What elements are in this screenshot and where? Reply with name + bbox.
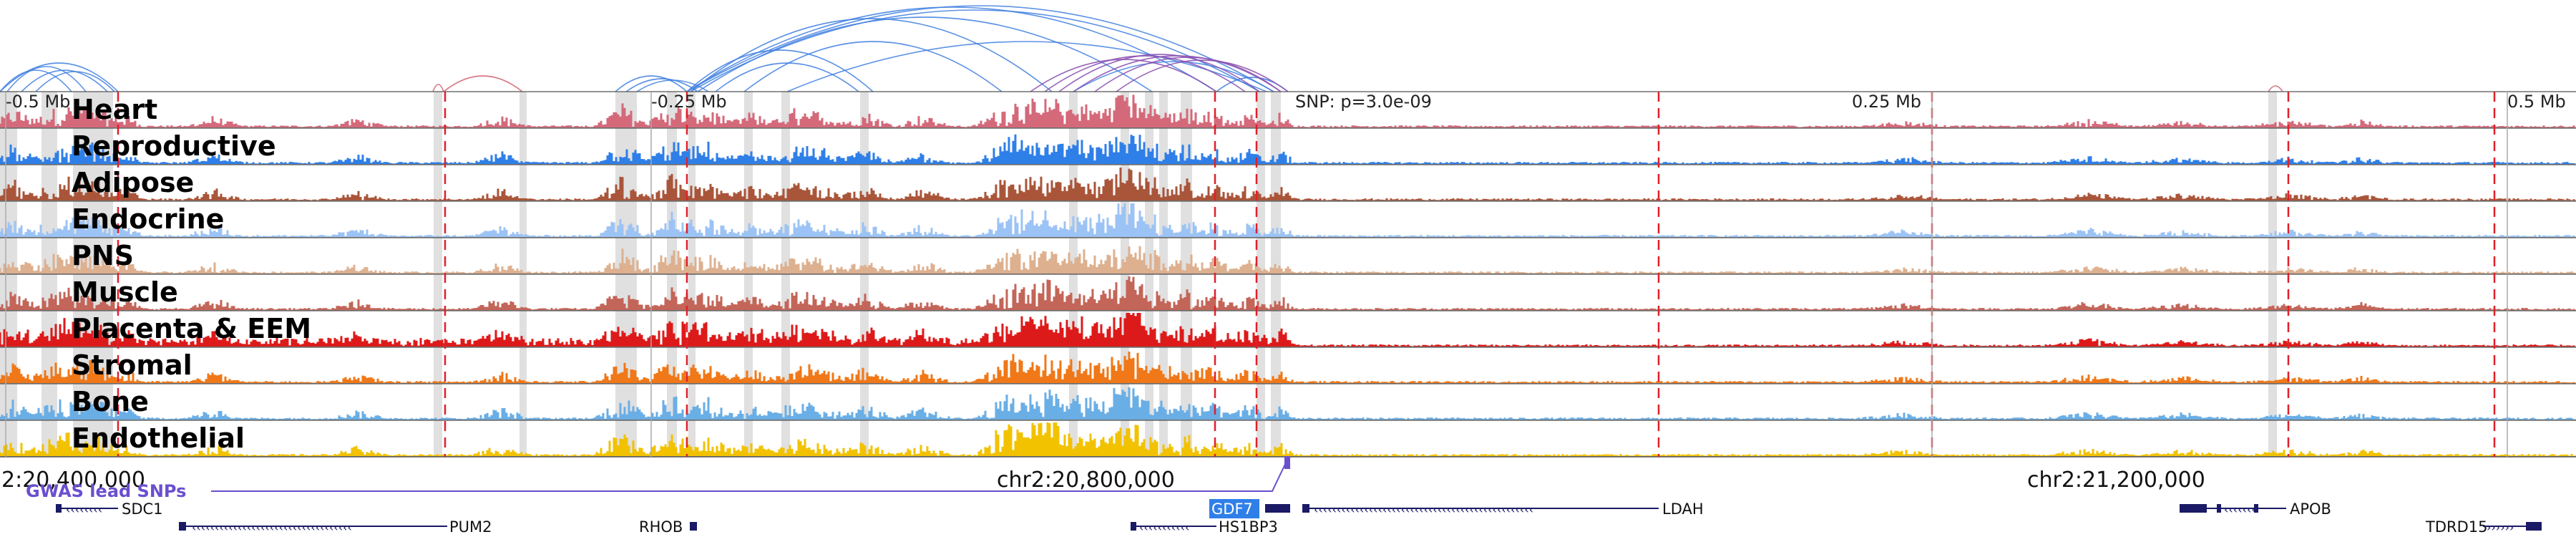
gene-exon-apob-3 (2254, 504, 2258, 513)
loop-arc-3 (35, 71, 115, 92)
signal-peaks-1 (0, 134, 2575, 164)
chromatin-loop-arcs (0, 5, 2283, 92)
gwas-lead-snps: GWAS lead SNPs (26, 456, 1290, 501)
gene-exon-sdc1 (56, 504, 62, 513)
signal-track-1 (0, 127, 2576, 165)
signal-track-8 (0, 383, 2576, 420)
track-label-endocrine: Endocrine (72, 203, 224, 235)
coord-label-center: chr2:20,800,000 (997, 468, 1175, 493)
gene-strand-tdrd15: ›››››› (2487, 521, 2514, 534)
track-label-heart: Heart (72, 94, 157, 125)
loop-arc-27 (2268, 85, 2283, 92)
signal-peaks-5 (0, 276, 2575, 310)
loop-arc-14 (690, 9, 1260, 92)
loop-arc-25 (1094, 57, 1282, 92)
gene-exon-rhob (690, 522, 697, 531)
gene-label-apob: APOB (2290, 500, 2331, 518)
loop-arc-7 (615, 75, 688, 92)
loop-arc-18 (786, 41, 1267, 92)
track-labels: Heart Reproductive Adipose Endocrine PNS… (72, 94, 311, 454)
gene-strand-ldah: ‹‹‹‹‹‹‹‹‹‹‹‹‹‹‹‹‹‹‹‹‹‹‹‹‹‹‹‹‹‹‹‹‹‹‹‹‹‹‹‹… (1314, 503, 1533, 516)
scale-label-minus-0-5: -0.5 Mb (6, 92, 70, 112)
gwas-connector-line (211, 458, 1289, 492)
gene-highlight-gdf7 (1209, 499, 1259, 518)
gene-annotation-track: ‹‹‹‹‹‹‹‹ SDC1 ‹‹‹‹‹‹‹‹‹‹‹‹‹‹‹‹‹‹‹‹‹‹‹‹‹‹… (56, 499, 2542, 536)
loop-arc-15 (697, 16, 1153, 92)
signal-peaks-6 (0, 313, 2575, 347)
loop-arc-16 (715, 62, 859, 92)
gene-exon-hs1bp3 (1131, 522, 1136, 531)
gene-exon-pum2 (179, 522, 186, 531)
gwas-lead-snps-label: GWAS lead SNPs (26, 481, 186, 501)
gene-strand-hs1bp3: ‹‹‹‹‹‹‹‹‹‹‹ (1139, 521, 1189, 534)
coord-label-left: 2:20,400,000 (1, 468, 145, 493)
signal-peaks-7 (0, 352, 2575, 383)
signal-track-5 (0, 274, 2576, 311)
loop-arc-5 (432, 84, 444, 92)
loop-arc-1 (6, 66, 87, 92)
track-label-stromal: Stromal (72, 349, 192, 381)
signal-track-2 (0, 164, 2576, 201)
loop-arc-22 (1044, 55, 1246, 92)
loop-arc-11 (690, 18, 1053, 92)
track-label-pns: PNS (72, 240, 134, 271)
signal-peaks-9 (0, 422, 2575, 456)
signal-track-9 (0, 420, 2576, 457)
scale-label-minus-0-25: -0.25 Mb (651, 92, 727, 112)
signal-peaks-0 (0, 95, 2575, 127)
loop-arc-17 (743, 41, 1002, 92)
gene-label-sdc1: SDC1 (122, 500, 163, 518)
gene-label-hs1bp3: HS1BP3 (1219, 518, 1278, 536)
loop-arc-10 (686, 49, 874, 92)
gene-exon-apob-2 (2217, 504, 2221, 513)
track-label-placenta-eem: Placenta & EEM (72, 313, 311, 344)
gene-label-ldah: LDAH (1662, 500, 1704, 518)
loop-arc-8 (625, 78, 698, 92)
signal-track-0 (0, 91, 2576, 128)
snp-pvalue-label: SNP: p=3.0e-09 (1295, 92, 1432, 112)
gene-exon-apob-1 (2180, 504, 2207, 513)
gene-exon-tdrd15 (2526, 522, 2542, 531)
loop-arc-6 (443, 75, 523, 92)
gene-label-gdf7: GDF7 (1211, 500, 1253, 518)
loop-arc-4 (0, 69, 72, 92)
loop-arc-26 (1116, 59, 1289, 92)
gene-exon-gdf7 (1265, 504, 1290, 513)
signal-tracks (0, 91, 2576, 458)
loop-arc-2 (21, 69, 108, 92)
loop-arc-24 (1073, 55, 1282, 92)
coord-label-right: chr2:21,200,000 (2027, 468, 2205, 493)
signal-track-7 (0, 347, 2576, 384)
signal-peaks-2 (0, 168, 2575, 200)
gene-strand-apob: ‹‹‹‹‹‹‹ (2224, 503, 2256, 516)
gene-label-rhob: RHOB (639, 518, 683, 536)
track-label-reproductive: Reproductive (72, 130, 276, 162)
signal-peaks-3 (0, 203, 2575, 237)
signal-track-4 (0, 237, 2576, 274)
track-label-adipose: Adipose (72, 167, 194, 198)
gene-exon-ldah (1302, 504, 1309, 513)
track-label-muscle: Muscle (72, 276, 178, 308)
dashed-marker-lines (5, 92, 2508, 457)
gwas-snp-marker (1284, 456, 1290, 469)
loop-arc-9 (636, 79, 709, 92)
track-label-bone: Bone (72, 386, 149, 417)
loop-arc-12 (686, 5, 1274, 92)
loop-arc-13 (686, 6, 1217, 92)
loop-arc-23 (1058, 54, 1260, 92)
gene-label-tdrd15: TDRD15 (2425, 518, 2487, 536)
signal-peaks-4 (0, 246, 2575, 274)
loop-arc-19 (1073, 61, 1274, 92)
loop-arc-0 (0, 62, 119, 92)
signal-track-6 (0, 310, 2576, 347)
track-label-endothelial: Endothelial (72, 422, 245, 454)
gene-label-pum2: PUM2 (449, 518, 492, 536)
gene-strand-pum2: ‹‹‹‹‹‹‹‹‹‹‹‹‹‹‹‹‹‹‹‹‹‹‹‹‹‹‹‹‹‹‹‹‹‹‹ (192, 521, 352, 534)
signal-track-3 (0, 200, 2576, 238)
gene-strand-sdc1: ‹‹‹‹‹‹‹‹ (66, 503, 102, 516)
signal-peaks-8 (0, 387, 2575, 420)
scale-label-0-25: 0.25 Mb (1852, 92, 1921, 112)
scale-label-0-5: 0.5 Mb (2507, 92, 2566, 112)
